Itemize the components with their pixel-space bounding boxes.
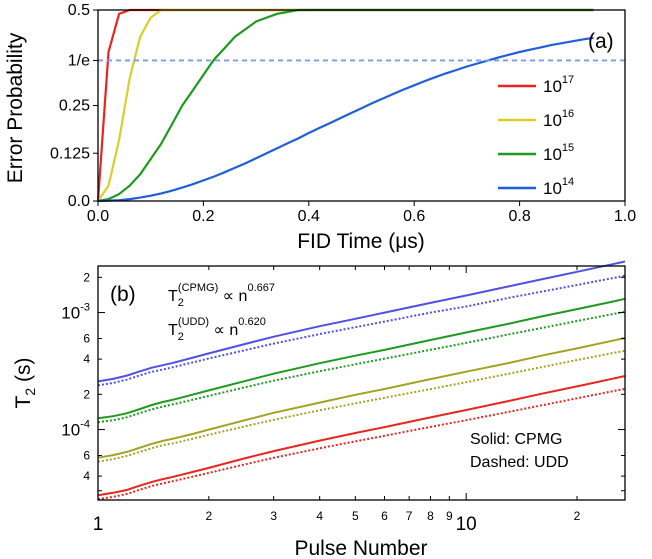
- legend-entry: 1016: [543, 108, 574, 130]
- panel-a-label: (a): [588, 30, 614, 53]
- y-tick-label: 6: [83, 449, 90, 463]
- y-tick-label: 0.125: [50, 145, 90, 162]
- y-tick-label: 4: [83, 352, 90, 366]
- x-tick-label: 3: [270, 509, 277, 523]
- panel-a-y-axis-label: Error Probability: [4, 32, 27, 183]
- panel-b-y-axis-label: T2 (s): [12, 358, 38, 409]
- udd-series-line: [97, 349, 626, 463]
- solid-cpmg-note: Solid: CPMG: [470, 431, 562, 448]
- x-tick-label: 0.0: [87, 208, 109, 225]
- legend-entry: 1015: [543, 142, 574, 164]
- udd-series-line: [97, 310, 626, 424]
- x-tick-label: 8: [427, 509, 434, 523]
- legend-entry: 1017: [543, 74, 574, 96]
- panel-b-axes: 1 2 3 4 5 6 7 8 9 10 2 4 6 10-4 2 4 6 10-3 2: [61, 266, 625, 535]
- panel-a-axes: 0.0 0.2 0.4 0.6 0.8 1.0 0.0 0.125 0.25 1/e 0.5: [50, 2, 636, 225]
- panel-a-frame: [97, 9, 626, 202]
- panel-a-legend: 1017 1016 1015 1014: [498, 74, 574, 198]
- x-tick-label: 1.0: [614, 208, 636, 225]
- cpmg-series-line: [97, 260, 626, 383]
- series-line-10e17: [96, 8, 594, 202]
- x-tick-label: 1: [93, 514, 104, 535]
- y-tick-label: 2: [83, 387, 90, 401]
- panel-b-label: (b): [110, 283, 136, 306]
- cpmg-series-line: [97, 297, 626, 420]
- x-tick-label: 10: [456, 514, 477, 535]
- legend-entry: 1014: [543, 176, 574, 198]
- y-tick-label: 4: [83, 469, 90, 483]
- x-tick-label: 0.4: [298, 208, 320, 225]
- x-tick-label: 0.6: [403, 208, 425, 225]
- x-tick-label: 4: [316, 509, 323, 523]
- y-tick-label: 2: [83, 270, 90, 284]
- cpmg-annotation: T2(CPMG) ∝ n0.667: [168, 282, 275, 309]
- series-line-10e15: [97, 8, 594, 203]
- cpmg-series-line: [97, 375, 626, 497]
- y-tick-label: 0.0: [68, 193, 90, 210]
- udd-annotation: T2(UDD) ∝ n0.620: [168, 316, 266, 343]
- x-tick-label: 6: [381, 509, 388, 523]
- y-tick-label: 10-4: [61, 419, 90, 440]
- cpmg-series-line: [97, 337, 626, 459]
- panel-a-error-probability-chart: 0.0 0.2 0.4 0.6 0.8 1.0 0.0 0.125 0.25 1/e 0.5 (a)…: [4, 2, 636, 253]
- series-line-10e14: [97, 36, 594, 203]
- x-tick-label: 2: [205, 509, 212, 523]
- x-tick-label: 9: [446, 509, 453, 523]
- x-tick-label: 0.2: [192, 208, 214, 225]
- x-tick-label: 2: [574, 509, 581, 523]
- udd-series-line: [97, 387, 626, 501]
- udd-series-line: [97, 274, 626, 387]
- y-tick-label: 10-3: [61, 302, 90, 323]
- panel-b-x-axis-label: Pulse Number: [294, 537, 427, 559]
- y-tick-label: 0.25: [59, 98, 90, 115]
- panel-a-curves: [96, 8, 594, 203]
- y-tick-label: 0.5: [68, 2, 90, 19]
- x-tick-label: 7: [406, 509, 413, 523]
- panel-b-t2-chart: 1 2 3 4 5 6 7 8 9 10 2 4 6 10-4 2 4 6 10-3 2 (b) T2(CPMG) …: [12, 260, 626, 559]
- panel-b-curves: [97, 260, 626, 501]
- dashed-udd-note: Dashed: UDD: [470, 454, 569, 471]
- series-line-10e16: [97, 8, 594, 202]
- x-tick-label: 0.8: [508, 208, 530, 225]
- y-tick-label: 6: [83, 332, 90, 346]
- panel-a-x-axis-label: FID Time (μs): [297, 230, 425, 253]
- panel-b-frame: [97, 265, 626, 501]
- y-tick-label: 1/e: [68, 52, 90, 69]
- x-tick-label: 5: [352, 509, 359, 523]
